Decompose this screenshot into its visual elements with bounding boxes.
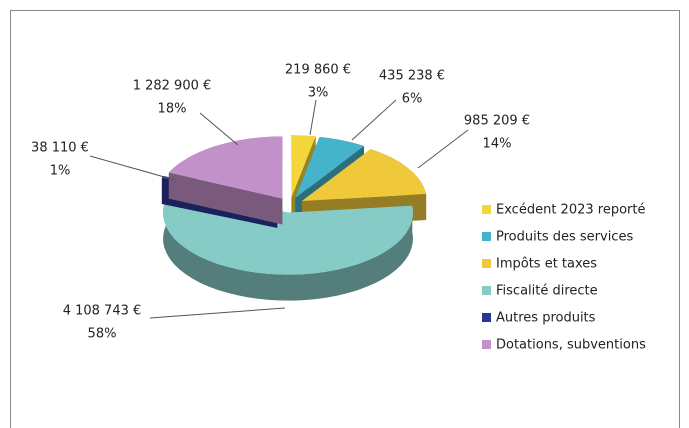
percentage-label: 6% xyxy=(402,92,423,107)
leader-line xyxy=(417,129,469,169)
slice-top xyxy=(295,137,365,198)
legend-swatch xyxy=(482,286,491,295)
legend-label: Autres produits xyxy=(496,311,596,326)
slice-side xyxy=(163,188,413,301)
slice-wall xyxy=(168,172,283,225)
leader-line xyxy=(199,112,239,146)
slice-top xyxy=(291,135,316,198)
value-label: 219 860 € xyxy=(285,63,351,78)
pie-slice xyxy=(168,136,283,225)
legend-label: Dotations, subventions xyxy=(496,338,646,353)
percentage-label: 58% xyxy=(88,327,117,342)
legend-swatch xyxy=(482,232,491,241)
value-label: 4 108 743 € xyxy=(63,304,142,319)
leader-line xyxy=(149,307,286,319)
value-label: 38 110 € xyxy=(31,141,89,156)
leader-line xyxy=(351,99,397,141)
value-label: 985 209 € xyxy=(464,114,530,129)
legend-label: Impôts et taxes xyxy=(496,257,597,272)
legend-swatch xyxy=(482,259,491,268)
percentage-label: 1% xyxy=(50,164,71,179)
percentage-label: 18% xyxy=(158,102,187,117)
percentage-label: 14% xyxy=(483,137,512,152)
value-label: 435 238 € xyxy=(379,69,445,84)
legend-swatch xyxy=(482,340,491,349)
slice-side xyxy=(161,176,164,204)
legend-swatch xyxy=(482,205,491,214)
legend-label: Excédent 2023 reporté xyxy=(496,203,645,218)
slice-top xyxy=(168,136,283,199)
legend-swatch xyxy=(482,313,491,322)
slice-top xyxy=(301,149,427,201)
leader-line xyxy=(89,155,176,181)
legend-label: Fiscalité directe xyxy=(496,284,598,299)
percentage-label: 3% xyxy=(308,86,329,101)
value-label: 1 282 900 € xyxy=(133,79,212,94)
legend-label: Produits des services xyxy=(496,230,633,245)
leader-line xyxy=(309,99,317,136)
